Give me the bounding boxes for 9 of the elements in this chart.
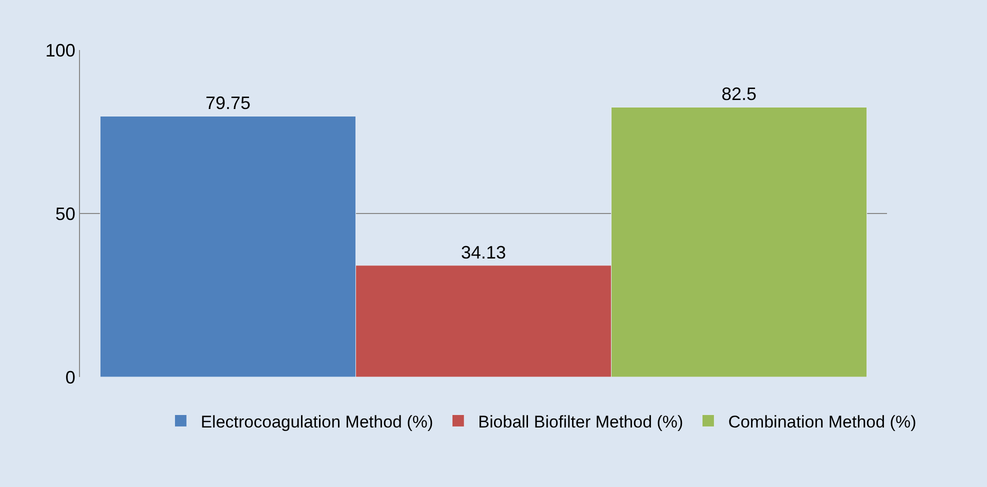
data-label: 79.75 [205,93,250,114]
y-tick-label: 50 [55,204,76,224]
legend-label: Bioball Biofilter Method (%) [478,412,684,432]
data-label: 34.13 [460,242,506,262]
legend-label: Combination Method (%) [728,412,916,432]
y-tick-label: 0 [65,367,76,388]
data-label: 82.5 [722,84,757,104]
legend-label: Electrocoagulation Method (%) [200,412,434,432]
y-tick-label: 100 [45,40,76,60]
